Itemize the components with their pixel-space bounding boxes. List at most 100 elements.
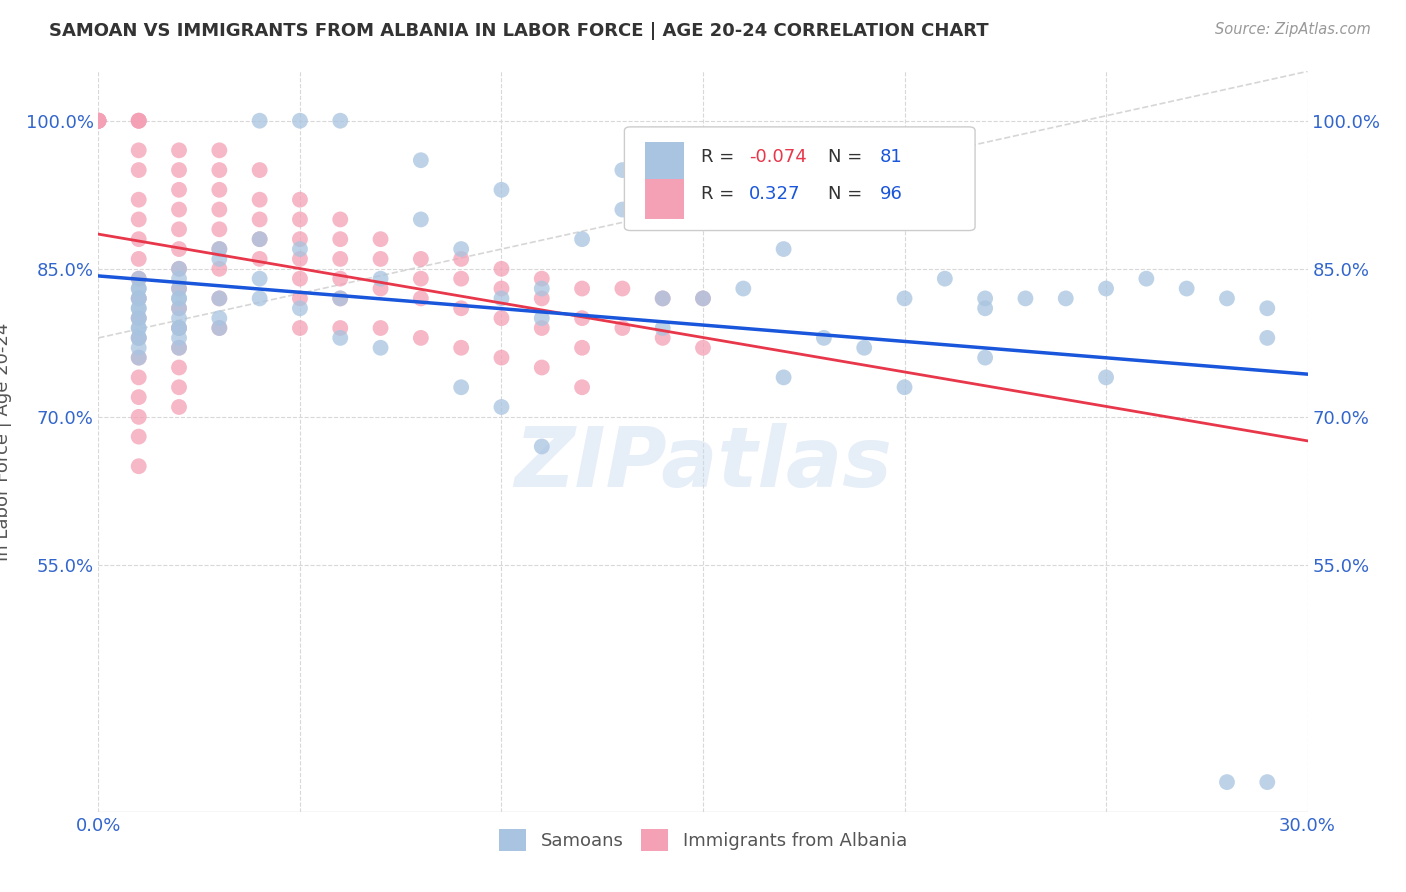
Point <box>167 292 190 306</box>
Point <box>571 341 593 355</box>
Text: 0.327: 0.327 <box>749 185 800 202</box>
Point <box>167 301 190 316</box>
Point <box>1054 292 1077 306</box>
Point <box>1216 775 1239 789</box>
Text: R =: R = <box>700 148 740 166</box>
Point <box>491 400 513 414</box>
Point <box>249 212 271 227</box>
Point <box>288 252 311 266</box>
Point <box>128 271 150 285</box>
Point <box>249 271 271 285</box>
Point <box>167 400 190 414</box>
Text: -0.074: -0.074 <box>749 148 807 166</box>
Point <box>288 292 311 306</box>
Text: ZIPatlas: ZIPatlas <box>515 423 891 504</box>
Point <box>491 183 513 197</box>
Point <box>893 292 915 306</box>
Point <box>167 222 190 236</box>
Point <box>1256 301 1278 316</box>
Point <box>329 232 352 246</box>
Point <box>370 281 392 295</box>
Point <box>1014 292 1036 306</box>
Point <box>571 311 593 326</box>
Point <box>208 311 231 326</box>
Point <box>288 321 311 335</box>
Point <box>167 281 190 295</box>
Point <box>249 292 271 306</box>
Point <box>208 222 231 236</box>
Point <box>1095 370 1118 384</box>
Point <box>491 261 513 276</box>
Point <box>450 380 472 394</box>
Point <box>612 281 634 295</box>
Point <box>208 292 231 306</box>
Point <box>530 360 553 375</box>
Point <box>288 301 311 316</box>
Point <box>208 144 231 158</box>
Point <box>128 163 150 178</box>
Point <box>128 311 150 326</box>
Point <box>167 292 190 306</box>
Point <box>208 202 231 217</box>
Point <box>128 113 150 128</box>
Point <box>530 281 553 295</box>
Point <box>571 232 593 246</box>
Point <box>813 331 835 345</box>
FancyBboxPatch shape <box>624 127 976 230</box>
Point <box>249 232 271 246</box>
Point <box>288 232 311 246</box>
Point <box>167 281 190 295</box>
Text: Source: ZipAtlas.com: Source: ZipAtlas.com <box>1215 22 1371 37</box>
Point <box>571 281 593 295</box>
Point <box>128 301 150 316</box>
Point <box>128 292 150 306</box>
Point <box>208 242 231 256</box>
Point <box>651 331 673 345</box>
Text: N =: N = <box>828 185 868 202</box>
Point <box>329 252 352 266</box>
Point <box>651 321 673 335</box>
Point <box>530 321 553 335</box>
Point <box>128 321 150 335</box>
Point <box>128 390 150 404</box>
Point <box>612 163 634 178</box>
Point <box>288 212 311 227</box>
Point <box>167 321 190 335</box>
Point <box>128 281 150 295</box>
Point <box>329 292 352 306</box>
Point <box>772 242 794 256</box>
Point <box>409 252 432 266</box>
Point <box>491 311 513 326</box>
Point <box>1135 271 1157 285</box>
Point <box>128 321 150 335</box>
Point <box>167 242 190 256</box>
Point <box>128 409 150 424</box>
Point <box>651 292 673 306</box>
Point <box>409 271 432 285</box>
Point <box>530 311 553 326</box>
Point <box>692 341 714 355</box>
Point <box>208 252 231 266</box>
Text: 81: 81 <box>880 148 903 166</box>
Point <box>128 351 150 365</box>
Point <box>167 360 190 375</box>
Point <box>974 292 997 306</box>
Point <box>128 113 150 128</box>
Point <box>167 261 190 276</box>
Point <box>128 292 150 306</box>
Point <box>409 331 432 345</box>
Y-axis label: In Labor Force | Age 20-24: In Labor Force | Age 20-24 <box>0 322 11 561</box>
Point <box>692 292 714 306</box>
Point <box>329 292 352 306</box>
Point <box>128 193 150 207</box>
Point <box>571 380 593 394</box>
Point <box>612 202 634 217</box>
Point <box>167 321 190 335</box>
Point <box>87 113 110 128</box>
Point <box>1256 775 1278 789</box>
Point <box>329 271 352 285</box>
Point <box>612 321 634 335</box>
Point <box>128 331 150 345</box>
Point <box>370 321 392 335</box>
Point <box>692 292 714 306</box>
